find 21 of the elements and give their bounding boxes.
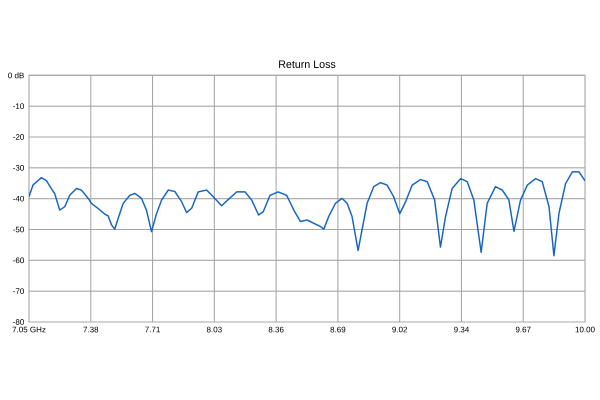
y-tick-label: -30 [13,165,24,171]
x-tick-label: 9.67 [516,326,531,332]
chart-title: Return Loss [279,60,336,68]
x-tick-label: 7.38 [83,326,98,332]
x-tick-label: 8.36 [268,326,284,332]
x-tick-label: 8.03 [206,326,222,332]
y-tick-label: -40 [13,196,24,202]
x-tick-label: 8.69 [330,326,346,332]
y-tick-label: -10 [13,103,24,110]
y-tick-label: -20 [13,134,24,140]
x-tick-label: 7.71 [145,326,160,332]
line-series [29,171,586,256]
y-tick-label: -50 [13,226,24,232]
x-tick-label: 9.02 [392,326,408,332]
y-tick-label: -70 [13,288,24,294]
y-tick-label: -60 [13,258,24,264]
y-tick-label: 0 dB [8,72,24,78]
y-tick-label: -80 [13,319,24,325]
x-tick-label: 9.34 [454,326,470,332]
x-tick-label: 7.05 GHz [12,326,46,332]
x-tick-label: 10.00 [576,326,595,332]
